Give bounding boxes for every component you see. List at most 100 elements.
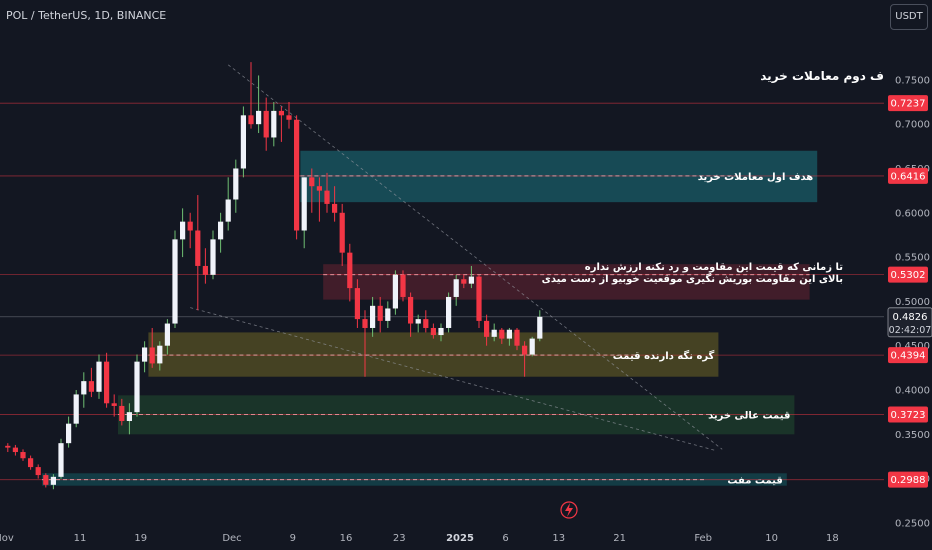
level-price-label: 0.7237 [891,99,926,110]
candle-body [248,115,254,125]
candle-body [514,329,520,346]
currency-button[interactable]: USDT [890,4,928,30]
candle-body [385,308,391,321]
candle-body [180,221,186,240]
candle-body [339,212,345,253]
candle-body [149,347,155,364]
price-tick-label: 0.2500 [895,518,930,529]
time-tick-label: 18 [826,533,839,544]
support-zone-label: گره نگه دارنده قیمت [613,349,715,362]
candle-body [119,405,125,422]
candle-body [96,361,102,392]
level-price-label: 0.3723 [891,410,926,421]
time-tick-label: 21 [613,533,626,544]
candle-body [157,345,163,364]
resistance-note-line-1: تا زمانی که قیمت این مقاومت و رد نکنه ار… [585,262,843,273]
candle-body [210,239,216,275]
candle-body [491,329,497,337]
countdown-label: 02:42:07 [889,325,932,336]
candle-body [50,476,56,485]
price-tick-label: 0.5000 [895,297,930,308]
candle-body [256,110,262,125]
price-tick-label: 0.5500 [895,253,930,264]
candle-body [408,296,414,324]
candle-body [187,221,193,231]
target-1-zone [300,150,818,203]
price-tick-label: 0.7000 [895,120,930,131]
candle-body [58,443,64,477]
level-price-badge [888,347,928,364]
candle-body [134,361,140,413]
candle-body [324,190,330,204]
trendline [190,307,715,451]
candle-body [484,320,490,337]
candle-body [316,186,322,191]
candle-body [66,423,72,444]
candle-body [240,115,246,169]
support-zone [148,332,719,377]
candle-body [233,168,239,200]
candle-body [446,296,452,328]
time-tick-label: Nov [0,533,14,544]
symbol-title[interactable]: POL / TetherUS, 1D, BINANCE [6,9,167,22]
trendline [227,64,723,450]
price-tick-label: 0.7500 [895,75,930,86]
candle-body [309,177,315,187]
level-price-badge [888,471,928,488]
candle-body [218,221,224,240]
candle-body [347,252,353,289]
time-tick-label: 6 [502,533,508,544]
candle-body [35,467,41,476]
candle-body [499,329,505,339]
candle-body [370,305,376,328]
buy-zone-label: قیمت عالی خرید [708,411,790,422]
time-tick-label: 9 [290,533,296,544]
candle-body [430,327,436,336]
candle-body [332,203,338,213]
candle-body [263,110,269,138]
candle-body [294,119,300,231]
time-tick-label: 16 [340,533,353,544]
candle-layer [5,62,543,490]
time-tick-label: Feb [694,533,712,544]
candle-body [111,403,117,406]
candle-body [43,475,49,485]
candle-body [164,323,170,346]
level-layer [0,102,884,481]
candle-body [522,345,528,355]
candle-body [400,274,406,297]
candle-body [468,276,474,284]
candle-body [476,276,482,321]
time-tick-label: Dec [222,533,241,544]
candle-body [529,338,535,355]
candle-body [415,319,421,324]
zone-layer [42,150,818,486]
candle-body [172,239,178,324]
annotation-layer: هدف اول معاملات خرید گره نگه دارنده قیمت ق… [542,69,884,487]
level-price-label: 0.6416 [891,171,926,182]
target-2-label: ف دوم معاملات خرید [760,69,884,84]
candle-body [225,199,231,222]
last-price-badge [887,307,932,338]
candle-body [377,305,383,321]
price-tick-label: 0.6000 [895,208,930,219]
candle-body [12,447,18,453]
candle-body [392,274,398,309]
candle-body [286,115,292,120]
candle-body [537,316,543,339]
candle-body [461,279,467,284]
level-price-badge [888,167,928,184]
candle-body [506,329,512,339]
candle-body [81,381,87,395]
candle-body [438,327,444,336]
lightning-icon[interactable] [560,501,578,519]
candle-body [301,177,307,231]
last-price-label: 0.4826 [893,312,928,323]
candle-body [88,381,94,392]
price-axis: 0.75000.70000.65000.60000.55000.50000.45… [887,75,932,529]
candle-body [142,347,148,362]
level-price-badge [888,95,928,112]
candle-body [28,458,34,468]
time-tick-label: 10 [765,533,778,544]
